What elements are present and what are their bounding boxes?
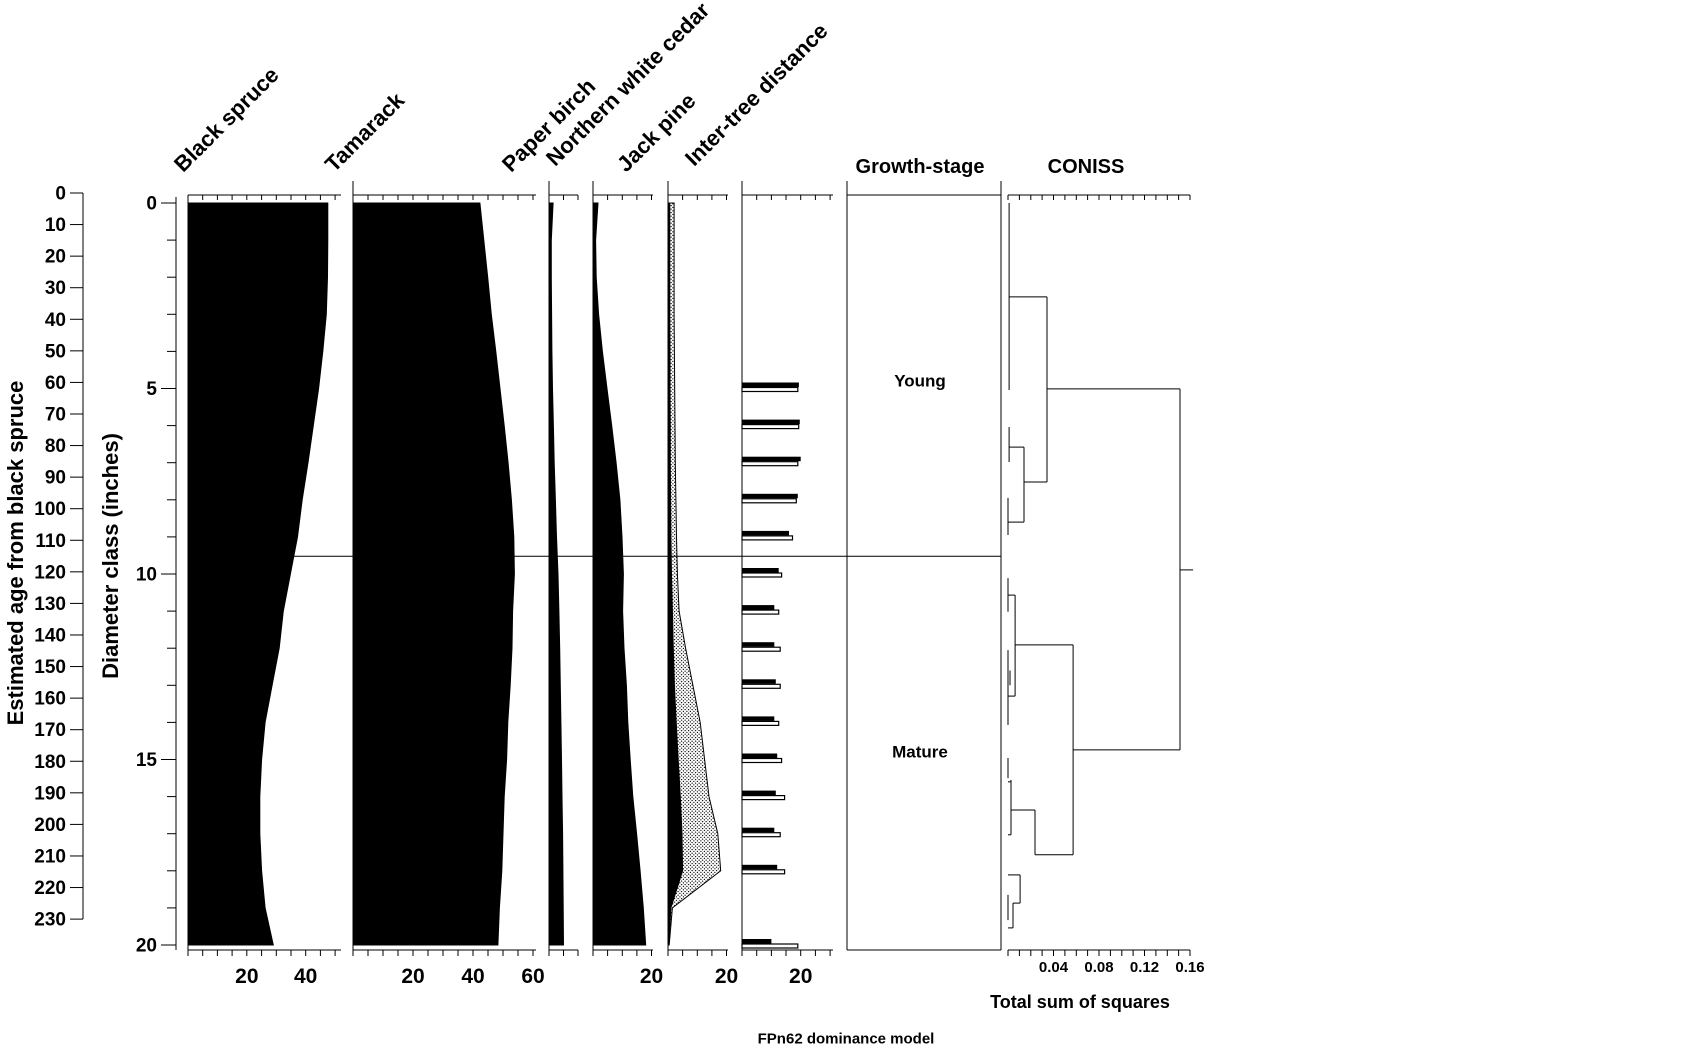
- bottom-tick-label: 40: [294, 965, 317, 988]
- intertree-bar-solid: [742, 939, 772, 944]
- age-axis-tick-label: 40: [45, 310, 66, 331]
- intertree-bar-solid: [742, 419, 800, 425]
- age-axis-tick-label: 170: [34, 720, 66, 741]
- age-axis-tick-label: 130: [34, 594, 66, 615]
- age-axis-tick-label: 80: [45, 436, 66, 457]
- coniss-xaxis-label: Total sum of squares: [990, 992, 1170, 1012]
- intertree-bar-open: [741, 683, 781, 689]
- intertree-bar-open: [741, 498, 797, 504]
- bottom-tick-label: 0.16: [1175, 959, 1204, 976]
- zone-label-young: Young: [894, 371, 946, 391]
- age-axis-tick-label: 10: [45, 215, 66, 236]
- bottom-tick-label: 20: [715, 965, 738, 988]
- intertree-bar-solid: [742, 530, 789, 536]
- diameter-axis-tick-label: 10: [136, 565, 157, 586]
- intertree-bar-open: [741, 535, 794, 541]
- intertree-bar-solid: [742, 827, 775, 833]
- intertree-bar-solid: [742, 493, 798, 499]
- age-axis-tick-label: 140: [34, 625, 66, 646]
- intertree-bar-open: [741, 943, 799, 949]
- bottom-tick-label: 40: [461, 965, 484, 988]
- bottom-tick-label: 0.04: [1039, 959, 1069, 976]
- age-axis-tick-label: 0: [55, 184, 66, 205]
- intertree-bar-open: [741, 572, 783, 578]
- silhouette-tamarack: [352, 202, 515, 946]
- intertree-bar-open: [741, 832, 781, 838]
- intertree-bar-solid: [742, 716, 775, 721]
- age-axis-tick-label: 50: [45, 341, 66, 362]
- bottom-tick-label: 20: [401, 965, 424, 988]
- age-axis-tick-label: 220: [34, 878, 66, 899]
- age-axis-tick-label: 110: [35, 531, 66, 552]
- intertree-bar-open: [741, 757, 783, 764]
- intertree-bar-solid: [742, 864, 778, 870]
- silhouette-paper-birch: [548, 202, 565, 946]
- intertree-bar-solid: [742, 568, 779, 573]
- age-axis-tick-label: 30: [45, 278, 66, 299]
- intertree-bar-open: [741, 869, 786, 875]
- diameter-axis-tick-label: 15: [136, 750, 158, 771]
- bottom-tick-label: 20: [789, 965, 812, 988]
- diameter-axis-title: Diameter class (inches): [98, 433, 123, 679]
- silhouette-northern-white-cedar: [592, 202, 647, 946]
- age-axis-tick-label: 120: [34, 562, 66, 583]
- diameter-axis-tick-label: 0: [146, 194, 157, 215]
- intertree-bar-open: [741, 609, 780, 615]
- panel-title-growth-stage: Growth-stage: [855, 156, 985, 178]
- intertree-bar-solid: [742, 382, 799, 387]
- silhouette-black-spruce: [187, 202, 329, 946]
- panel-title-coniss: CONISS: [1047, 156, 1125, 178]
- age-axis-tick-label: 160: [34, 689, 66, 710]
- age-axis-tick-label: 60: [45, 373, 66, 394]
- age-axis-tick-label: 20: [45, 247, 66, 268]
- bottom-tick-label: 60: [521, 965, 544, 988]
- intertree-bar-open: [741, 720, 780, 727]
- bottom-tick-label: 0.08: [1084, 959, 1113, 976]
- age-axis-tick-label: 70: [45, 404, 66, 425]
- figure-caption: FPn62 dominance model: [757, 1030, 935, 1048]
- intertree-bar-solid: [742, 753, 778, 758]
- intertree-bar-open: [741, 386, 799, 393]
- intertree-bar-open: [741, 424, 800, 430]
- intertree-bar-solid: [742, 456, 801, 462]
- silhouette-jack-pine-exaggerated: [667, 202, 722, 946]
- zone-label-mature: Mature: [892, 742, 948, 762]
- bottom-tick-label: 20: [235, 965, 258, 988]
- age-axis-tick-label: 200: [34, 815, 66, 836]
- age-axis-tick-label: 230: [34, 910, 66, 931]
- silhouette-jack-pine: [667, 202, 684, 946]
- intertree-bar-open: [741, 646, 781, 652]
- bottom-tick-label: 20: [640, 965, 663, 988]
- intertree-bar-solid: [742, 679, 776, 684]
- age-axis-tick-label: 90: [45, 468, 66, 489]
- intertree-bar-solid: [742, 642, 775, 647]
- age-axis-tick-label: 150: [34, 657, 66, 678]
- intertree-bar-open: [741, 794, 786, 801]
- diameter-axis-tick-label: 20: [136, 936, 157, 957]
- age-axis-title: Estimated age from black spruce: [3, 380, 28, 726]
- age-axis-tick-label: 190: [34, 783, 66, 804]
- intertree-bar-solid: [742, 605, 775, 610]
- intertree-bar-open: [741, 461, 799, 467]
- age-axis-tick-label: 180: [34, 752, 66, 773]
- age-axis-tick-label: 100: [34, 499, 66, 520]
- intertree-bar-solid: [742, 790, 776, 796]
- diameter-axis-tick-label: 5: [146, 379, 157, 400]
- age-axis-tick-label: 210: [34, 846, 66, 867]
- bottom-tick-label: 0.12: [1130, 959, 1159, 976]
